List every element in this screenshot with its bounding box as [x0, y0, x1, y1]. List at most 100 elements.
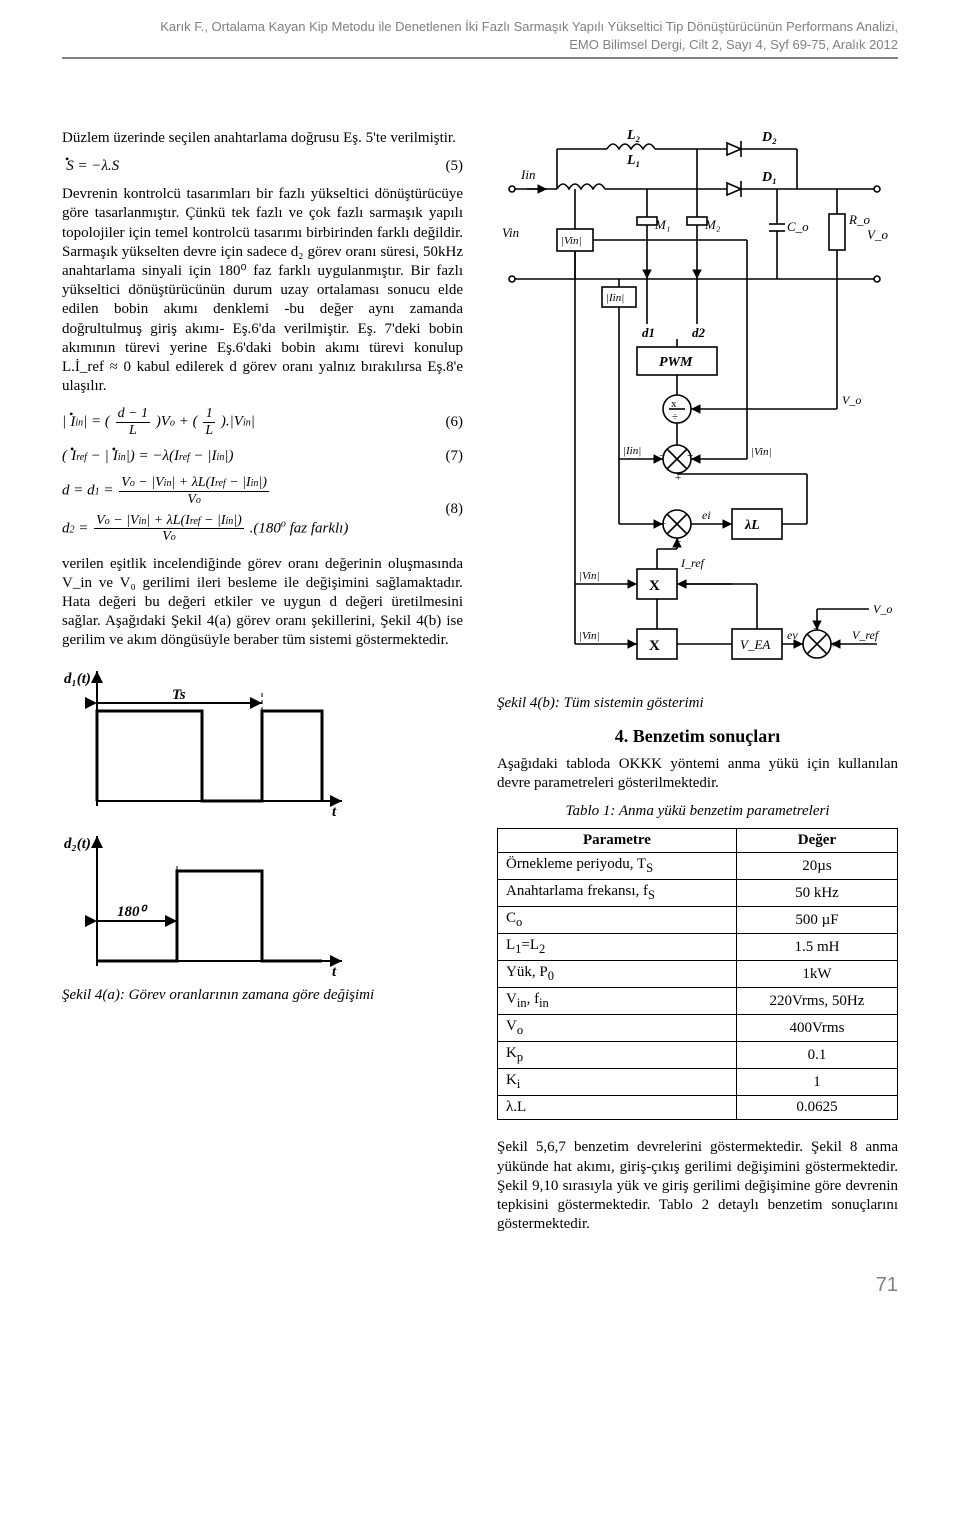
svg-text:ei: ei [702, 508, 711, 522]
table-cell-param: Anahtarlama frekansı, fS [498, 880, 737, 907]
paragraph-3: verilen eşitlik incelendiğinde görev ora… [62, 555, 463, 651]
header-line-1: Karık F., Ortalama Kayan Kip Metodu ile … [62, 18, 898, 36]
table-cell-param: Kp [498, 1042, 737, 1069]
equation-5-label: (5) [423, 158, 463, 175]
svg-text:+: + [687, 450, 693, 462]
table-cell-value: 20µs [736, 853, 897, 880]
svg-text:|Iin|: |Iin| [623, 445, 641, 457]
equation-5: •S = −λ.S (5) [62, 158, 463, 175]
svg-text:D₂: D₂ [761, 130, 777, 145]
equation-8-label: (8) [423, 501, 463, 518]
equation-7: (•Iref − |•Iin|) = −λ(Iref − |Iin|) (7) [62, 448, 463, 465]
fig4a-t2-label: t [332, 964, 337, 980]
table-cell-value: 0.0625 [736, 1096, 897, 1120]
table-row: Örnekleme periyodu, TS20µs [498, 853, 898, 880]
svg-text:Vin: Vin [502, 225, 519, 240]
svg-text:|Iin|: |Iin| [606, 292, 624, 304]
table-row: Kp0.1 [498, 1042, 898, 1069]
table-cell-param: Örnekleme periyodu, TS [498, 853, 737, 880]
equation-8-body: d = d1 = Vo − |Vin| + λL(Iref − |Iin|) V… [62, 475, 423, 545]
table-cell-param: Co [498, 907, 737, 934]
header-line-2: EMO Bilimsel Dergi, Cilt 2, Sayı 4, Syf … [62, 36, 898, 54]
svg-text:ev: ev [787, 628, 798, 642]
table-cell-value: 1 [736, 1069, 897, 1096]
figure-4b-caption: Şekil 4(b): Tüm sistemin gösterimi [497, 695, 898, 712]
table-cell-value: 500 µF [736, 907, 897, 934]
svg-text:+: + [830, 639, 836, 651]
table-row: Anahtarlama frekansı, fS50 kHz [498, 880, 898, 907]
equation-6-body: |•Iin| = ( d − 1L )Vo + ( 1L ).|Vin| [62, 406, 423, 438]
table-col-value: Değer [736, 829, 897, 853]
svg-text:d2: d2 [692, 325, 706, 340]
table-cell-value: 400Vrms [736, 1015, 897, 1042]
equation-8: d = d1 = Vo − |Vin| + λL(Iref − |Iin|) V… [62, 475, 463, 545]
table-row: Co500 µF [498, 907, 898, 934]
svg-text:M₁: M₁ [654, 217, 670, 232]
svg-text:V_o: V_o [873, 602, 892, 616]
fig4a-y2-label: d₂(t) [64, 836, 91, 852]
table-row: λ.L0.0625 [498, 1096, 898, 1120]
svg-text:÷: ÷ [672, 411, 678, 423]
table-cell-param: Vo [498, 1015, 737, 1042]
svg-text:−: − [659, 450, 665, 462]
svg-text:|Vin|: |Vin| [561, 235, 582, 247]
svg-text:V_o: V_o [867, 227, 888, 242]
svg-text:PWM: PWM [659, 355, 693, 370]
fig4a-y1-label: d₁(t) [64, 671, 91, 687]
figure-4b: Iin L₁ L₂ [497, 129, 898, 689]
table-header-row: Parametre Değer [498, 829, 898, 853]
table-row: Vo400Vrms [498, 1015, 898, 1042]
svg-text:L₂: L₂ [626, 129, 641, 143]
table-row: Vin, fin220Vrms, 50Hz [498, 988, 898, 1015]
figure-4a-caption: Şekil 4(a): Görev oranlarının zamana gör… [62, 987, 463, 1004]
svg-text:+: + [675, 536, 681, 548]
svg-text:X: X [649, 638, 660, 654]
figure-4a: d₁(t) Ts t d₂(t) [62, 661, 463, 981]
table-cell-param: Yük, P0 [498, 961, 737, 988]
section-4-heading: 4. Benzetim sonuçları [497, 726, 898, 747]
svg-text:d1: d1 [642, 325, 655, 340]
table-cell-param: Vin, fin [498, 988, 737, 1015]
paragraph-1: Düzlem üzerinde seçilen anahtarlama doğr… [62, 129, 463, 148]
equation-6-label: (6) [423, 414, 463, 431]
equation-5-body: •S = −λ.S [62, 158, 423, 175]
table-row: Yük, P01kW [498, 961, 898, 988]
table-col-param: Parametre [498, 829, 737, 853]
svg-text:|Vin|: |Vin| [579, 570, 600, 582]
table-row: L1=L21.5 mH [498, 934, 898, 961]
table-1-title: Tablo 1: Anma yükü benzetim parametreler… [497, 803, 898, 820]
table-cell-param: Ki [498, 1069, 737, 1096]
page-number: 71 [62, 1274, 898, 1297]
table-cell-value: 1.5 mH [736, 934, 897, 961]
svg-text:L₁: L₁ [626, 153, 640, 168]
left-column: Düzlem üzerinde seçilen anahtarlama doğr… [62, 129, 463, 1244]
paragraph-5: Şekil 5,6,7 benzetim devrelerini gösterm… [497, 1138, 898, 1234]
table-1: Parametre Değer Örnekleme periyodu, TS20… [497, 828, 898, 1120]
svg-text:V_EA: V_EA [740, 637, 770, 652]
equation-6: |•Iin| = ( d − 1L )Vo + ( 1L ).|Vin| (6) [62, 406, 463, 438]
svg-text:λL: λL [744, 518, 760, 533]
running-header: Karık F., Ortalama Kayan Kip Metodu ile … [62, 18, 898, 59]
svg-text:M₂: M₂ [704, 217, 721, 232]
svg-text:Iin: Iin [520, 167, 535, 182]
figure-4b-svg: Iin L₁ L₂ [497, 129, 897, 689]
svg-text:V_ref: V_ref [852, 628, 880, 642]
table-cell-value: 50 kHz [736, 880, 897, 907]
right-column: Iin L₁ L₂ [497, 129, 898, 1244]
svg-text:I_ref: I_ref [680, 556, 706, 570]
table-row: Ki1 [498, 1069, 898, 1096]
equation-7-body: (•Iref − |•Iin|) = −λ(Iref − |Iin|) [62, 448, 423, 465]
svg-text:−: − [813, 623, 819, 635]
fig4a-t1-label: t [332, 804, 337, 820]
svg-text:R_o: R_o [848, 212, 870, 227]
svg-text:V_o: V_o [842, 393, 861, 407]
paragraph-4: Aşağıdaki tabloda OKKK yöntemi anma yükü… [497, 755, 898, 793]
table-cell-value: 1kW [736, 961, 897, 988]
paragraph-2: Devrenin kontrolcü tasarımları bir fazlı… [62, 185, 463, 396]
svg-text:|Vin|: |Vin| [751, 446, 772, 458]
table-cell-value: 0.1 [736, 1042, 897, 1069]
equation-7-label: (7) [423, 448, 463, 465]
svg-text:|Vin|: |Vin| [579, 630, 600, 642]
svg-text:D₁: D₁ [761, 170, 777, 185]
table-cell-value: 220Vrms, 50Hz [736, 988, 897, 1015]
